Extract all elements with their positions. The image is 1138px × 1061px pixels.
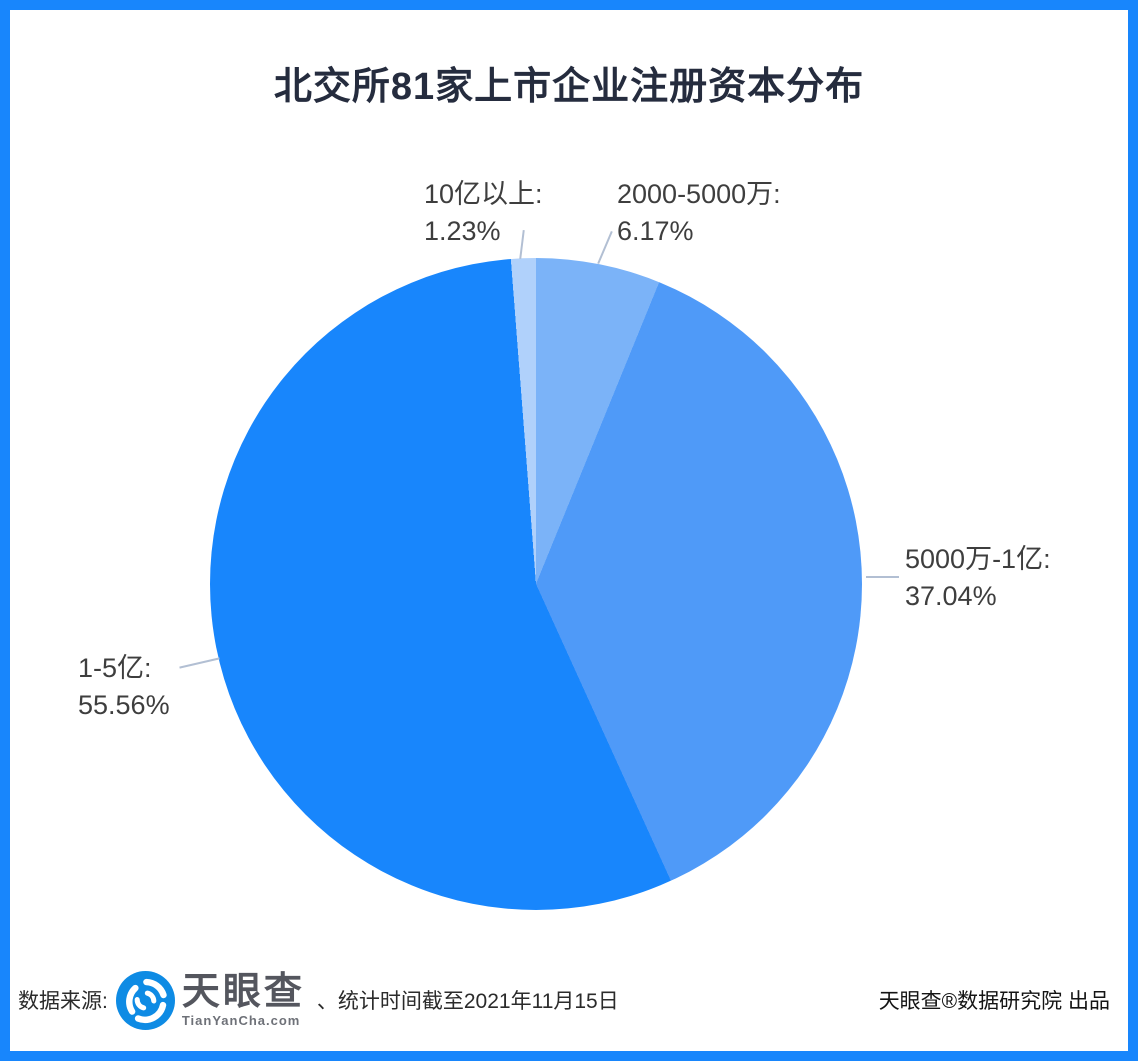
slice-label-1-5yi-name: 1-5亿: [78, 653, 152, 683]
slice-label-5000w-1yi-value: 37.04% [905, 581, 997, 611]
slice-label-10yi-name: 10亿以上: [424, 179, 543, 209]
slice-label-1-5yi: 1-5亿: 55.56% [78, 650, 170, 724]
source-prefix-label: 数据来源: [18, 990, 108, 1013]
slice-label-5000w-1yi-name: 5000万-1亿: [905, 544, 1051, 574]
slice-label-1-5yi-value: 55.56% [78, 690, 170, 720]
tianyancha-logo: 天眼查 TianYanCha.com [115, 970, 305, 1030]
pie-chart [210, 258, 862, 910]
leader-line-5000w-1yi [866, 576, 899, 578]
tianyancha-logo-text: 天眼查 TianYanCha.com [182, 973, 305, 1027]
slice-label-5000w-1yi: 5000万-1亿: 37.04% [905, 541, 1051, 615]
footer: 数据来源: 天眼查 TianYanCha.com 、统计时间截至2021年11月… [18, 960, 1110, 1040]
tianyancha-logo-icon [115, 970, 175, 1030]
tianyancha-logo-domain: TianYanCha.com [181, 1013, 301, 1028]
footer-source: 数据来源: 天眼查 TianYanCha.com 、统计时间截至2021年11月… [18, 970, 619, 1030]
slice-label-10yi: 10亿以上: 1.23% [424, 176, 543, 250]
source-suffix-label: 、统计时间截至2021年11月15日 [316, 990, 619, 1013]
slice-label-10yi-value: 1.23% [424, 216, 501, 246]
tianyancha-logo-name: 天眼查 [181, 971, 305, 1013]
footer-credit: 天眼查®数据研究院 出品 [878, 990, 1110, 1013]
leader-line-2000-5000w [597, 231, 613, 264]
slice-label-2000-5000w-name: 2000-5000万: [617, 179, 781, 209]
leader-line-1-5yi [179, 657, 220, 669]
slice-label-2000-5000w: 2000-5000万: 6.17% [617, 176, 781, 250]
slice-label-2000-5000w-value: 6.17% [617, 216, 694, 246]
chart-title: 北交所81家上市企业注册资本分布 [273, 66, 865, 108]
